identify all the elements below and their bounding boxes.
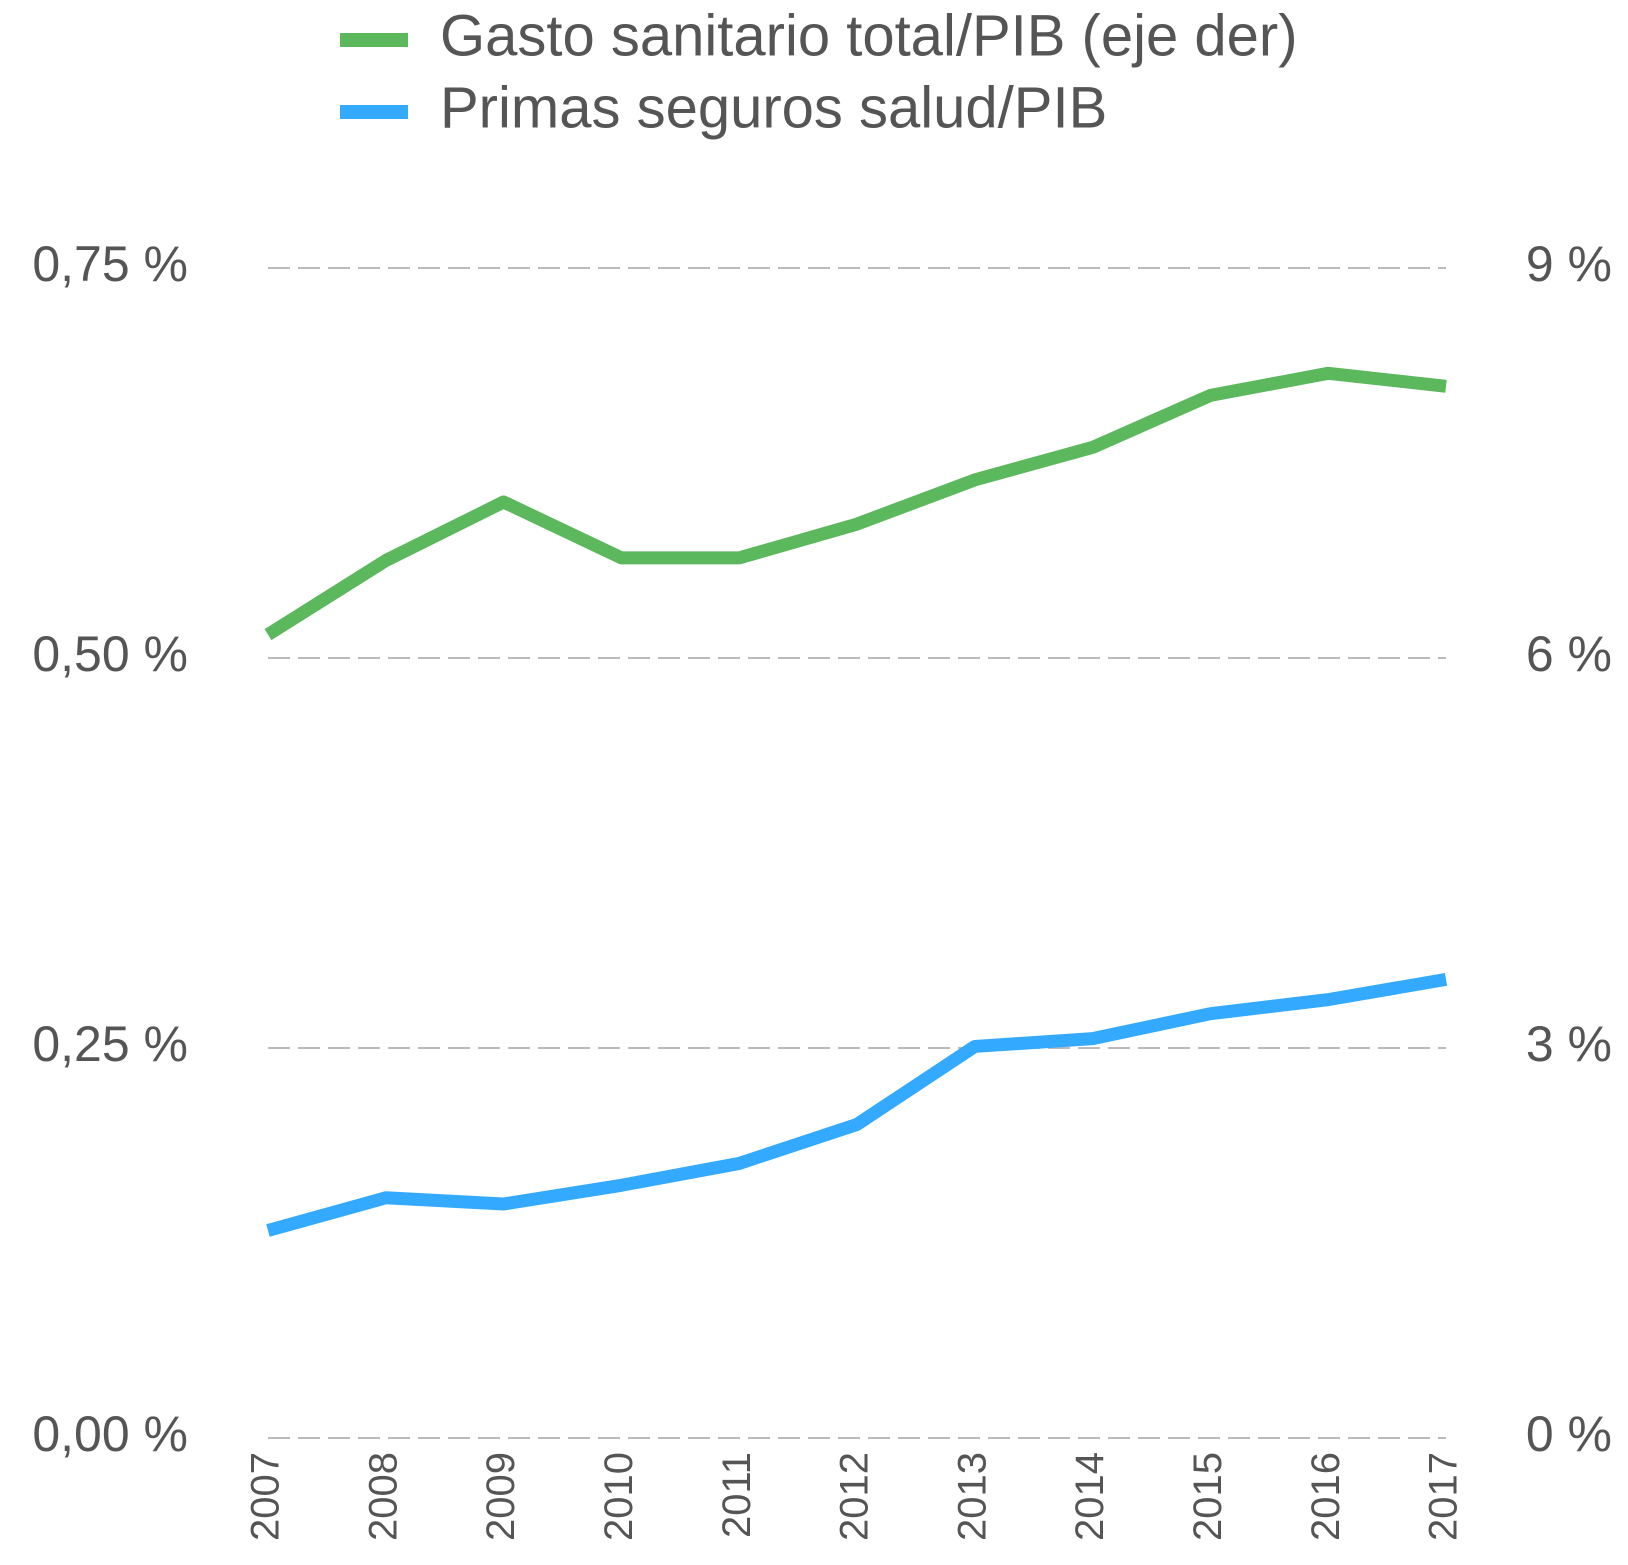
y-tick-label: 0,00 % (32, 1406, 188, 1462)
x-tick-label: 2017 (1422, 1452, 1466, 1541)
x-tick-label: 2010 (597, 1452, 641, 1541)
x-tick-label: 2014 (1068, 1452, 1112, 1541)
legend-swatch (340, 33, 408, 47)
x-tick-label: 2015 (1186, 1452, 1230, 1541)
x-tick-label: 2007 (244, 1452, 288, 1541)
y2-tick-label: 6 % (1526, 626, 1612, 682)
y-tick-label: 0,25 % (32, 1016, 188, 1072)
y2-tick-label: 9 % (1526, 236, 1612, 292)
legend-label: Primas seguros salud/PIB (440, 75, 1107, 140)
y-tick-label: 0,50 % (32, 626, 188, 682)
line-series (266, 972, 1448, 1237)
x-tick-label: 2016 (1304, 1452, 1348, 1541)
line-series (264, 366, 1447, 641)
x-tick-label: 2012 (833, 1452, 877, 1541)
x-tick-label: 2008 (361, 1452, 405, 1541)
legend-swatch (340, 105, 408, 119)
x-tick-label: 2009 (479, 1452, 523, 1541)
y2-tick-label: 3 % (1526, 1016, 1612, 1072)
legend-label: Gasto sanitario total/PIB (eje der) (440, 3, 1298, 68)
y-tick-label: 0,75 % (32, 236, 188, 292)
x-tick-label: 2013 (950, 1452, 994, 1541)
y2-tick-label: 0 % (1526, 1406, 1612, 1462)
x-tick-label: 2011 (715, 1452, 759, 1538)
